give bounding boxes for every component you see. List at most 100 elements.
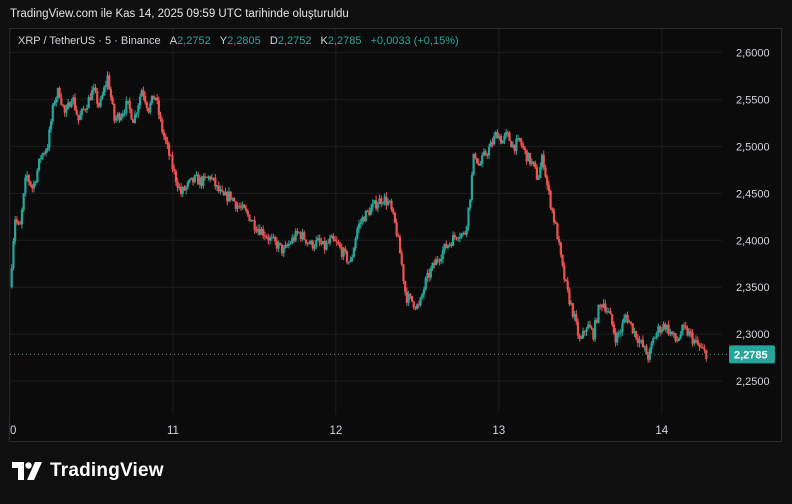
candle-body (29, 181, 32, 186)
candle-body (475, 158, 479, 164)
candle-body (703, 348, 706, 351)
candle-body (108, 75, 111, 90)
candle-body (10, 268, 13, 288)
candle-body (698, 344, 701, 347)
candle-body (263, 235, 267, 237)
candle-body (474, 153, 477, 159)
candle-body (641, 339, 645, 347)
price-tick-label: 2,2500 (736, 376, 770, 388)
candle-body (364, 210, 367, 222)
candle-body (573, 314, 576, 317)
candle-body (482, 151, 485, 156)
candle-body (144, 95, 147, 103)
candle-body (520, 140, 523, 146)
candle-body (335, 241, 338, 243)
tradingview-brand[interactable]: TradingView (12, 460, 164, 482)
candle-body (65, 108, 68, 113)
candle-body (191, 177, 195, 183)
candle-body (325, 242, 328, 250)
candle-body (195, 174, 198, 176)
candle-body (63, 105, 66, 113)
candle-body (493, 136, 496, 145)
candle-body (518, 138, 521, 141)
candle-body (578, 335, 581, 339)
candle-body (12, 241, 15, 269)
candle-body (185, 186, 188, 191)
candle-body (26, 175, 29, 178)
candle-body (349, 260, 352, 262)
candle-body (250, 220, 253, 222)
legend-open-label: A (169, 35, 178, 47)
candle-body (479, 164, 482, 166)
candle-body (551, 207, 554, 211)
candle-body (552, 210, 556, 223)
candle-body (292, 237, 296, 241)
candle-body (682, 325, 686, 327)
candle-body (528, 153, 532, 165)
candle-body (604, 303, 607, 312)
candle-body (89, 97, 92, 101)
candle-body (56, 88, 60, 99)
candle-body (128, 100, 131, 109)
candle-body (410, 295, 414, 302)
candle-body (84, 109, 87, 111)
candle-body (41, 153, 44, 159)
candle-body (176, 181, 179, 188)
brand-name: TradingView (50, 460, 164, 481)
candle-body (111, 97, 114, 105)
candle-body (501, 140, 504, 144)
candle-body (61, 104, 65, 106)
candle-body (318, 238, 321, 243)
candle-body (505, 132, 508, 136)
candle-body (31, 185, 34, 189)
candle-body (106, 75, 109, 86)
candle-body (75, 109, 78, 115)
candle-body (647, 354, 650, 360)
candle-body (32, 183, 36, 189)
candle-body (670, 331, 674, 335)
candle-body (48, 129, 51, 149)
candle-body (344, 248, 347, 252)
candle-body (496, 132, 499, 139)
candle-body (286, 244, 289, 246)
candle-body (248, 214, 251, 222)
candle-body (428, 272, 431, 278)
candle-body (315, 240, 318, 248)
candle-body (412, 301, 415, 308)
candle-body (130, 108, 133, 120)
candle-body (303, 232, 306, 240)
candle-body (345, 251, 349, 263)
candle-body (457, 237, 460, 239)
candle-body (53, 102, 56, 105)
candle-body (595, 320, 598, 323)
candle-body (113, 104, 116, 121)
candle-body (434, 259, 438, 266)
candle-body (588, 324, 592, 328)
chart-panel[interactable] (9, 28, 782, 442)
time-tick-label: 13 (492, 425, 505, 437)
candle-body (337, 242, 340, 245)
candle-body (17, 221, 20, 224)
candle-body (467, 207, 470, 227)
candle-body (487, 147, 491, 156)
candle-body (626, 314, 629, 323)
candle-body (193, 175, 196, 183)
candle-body (592, 329, 595, 340)
candle-body (549, 190, 552, 208)
candle-body (332, 235, 335, 240)
candle-body (79, 115, 82, 121)
candle-body (463, 232, 467, 235)
candle-body (628, 321, 631, 323)
price-tick-label: 2,6000 (736, 47, 770, 59)
candle-body (77, 114, 80, 121)
candle-body (36, 170, 39, 183)
last-price-tag (729, 345, 775, 364)
candle-body (443, 243, 446, 251)
candle-body (636, 338, 639, 343)
candle-body (559, 242, 562, 255)
candle-body (575, 314, 578, 322)
candle-body (347, 261, 350, 263)
candle-body (484, 151, 487, 155)
candle-body (398, 236, 402, 254)
